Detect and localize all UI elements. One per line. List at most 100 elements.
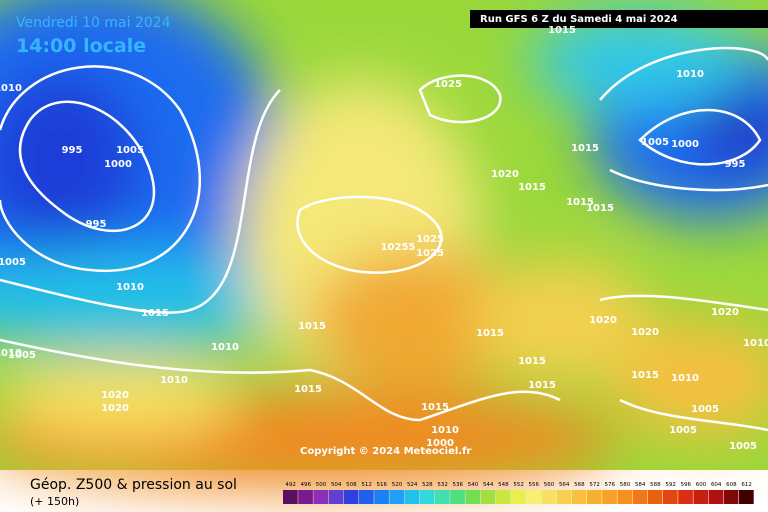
- isobar-label: 1005: [8, 350, 36, 361]
- isobar-label: 1015: [421, 402, 449, 413]
- color-scale-label: 572: [589, 482, 600, 488]
- isobar-label: 995: [86, 219, 107, 230]
- isobar-label: 1020: [101, 390, 129, 401]
- isobar-label: 1015: [631, 370, 659, 381]
- copyright: Copyright © 2024 Meteociel.fr: [300, 446, 471, 457]
- isobar-label: 10255: [381, 242, 416, 253]
- color-swatch: [465, 490, 481, 504]
- isobar-label: 1025: [416, 234, 444, 245]
- color-scale-label: 580: [620, 482, 631, 488]
- isobar-label: 1005: [669, 425, 697, 436]
- isobar-label: 1010: [211, 342, 239, 353]
- color-swatch: [587, 490, 602, 504]
- isobar-label: 1015: [294, 384, 322, 395]
- color-swatch: [495, 490, 511, 504]
- color-swatch: [435, 490, 450, 504]
- isobar-label: 1015: [566, 197, 594, 208]
- valid-date: Vendredi 10 mai 2024: [16, 15, 171, 31]
- isobar-label: 1025: [434, 79, 462, 90]
- isobar-label: 1010: [0, 83, 22, 94]
- color-scale-label: 512: [361, 482, 372, 488]
- color-swatch: [343, 490, 359, 504]
- color-scale-label: 528: [422, 482, 433, 488]
- color-scale-label: 584: [635, 482, 646, 488]
- color-swatch: [723, 490, 739, 504]
- color-scale-label: 552: [513, 482, 524, 488]
- color-swatch: [359, 490, 374, 504]
- color-scale-label: 564: [559, 482, 570, 488]
- isobar-label: 1010: [0, 348, 22, 359]
- color-scale-label: 592: [665, 482, 676, 488]
- color-swatch: [708, 490, 724, 504]
- color-swatch: [298, 490, 313, 504]
- color-swatch: [328, 490, 344, 504]
- color-scale-label: 596: [681, 482, 692, 488]
- isobar-label: 1010: [743, 338, 768, 349]
- color-scale-label: 568: [574, 482, 585, 488]
- color-scale-label: 604: [711, 482, 722, 488]
- color-scale-label: 516: [377, 482, 388, 488]
- isobar-label: 1010: [671, 373, 699, 384]
- color-scale-label: 536: [453, 482, 464, 488]
- color-scale-label: 612: [741, 482, 752, 488]
- isobar-labels: 1010995100510009951005101010151010101010…: [0, 25, 768, 452]
- color-scale-label: 588: [650, 482, 661, 488]
- color-swatch: [480, 490, 496, 504]
- isobar-label: 1020: [101, 403, 129, 414]
- color-scale-label: 504: [331, 482, 342, 488]
- color-scale-label: 492: [285, 482, 296, 488]
- color-swatch: [374, 490, 389, 504]
- color-scale-label: 500: [316, 482, 327, 488]
- forecast-hour: (+ 150h): [30, 495, 79, 508]
- color-swatch: [511, 490, 526, 504]
- color-swatch: [693, 490, 709, 504]
- isobar-label: 1010: [676, 69, 704, 80]
- run-info: Run GFS 6 Z du Samedi 4 mai 2024: [480, 14, 678, 25]
- color-scale-label: 544: [483, 482, 494, 488]
- isobar-label: 1020: [491, 169, 519, 180]
- color-scale-label: 540: [468, 482, 479, 488]
- isobar-label: 1005: [0, 257, 26, 268]
- color-swatch: [389, 490, 405, 504]
- color-swatch: [313, 490, 329, 504]
- color-scale-label: 508: [346, 482, 357, 488]
- color-scale-label: 560: [544, 482, 555, 488]
- color-swatch: [647, 490, 663, 504]
- color-scale-label: 524: [407, 482, 418, 488]
- color-scale-label: 548: [498, 482, 509, 488]
- color-swatch: [617, 490, 633, 504]
- isobar-label: 995: [725, 159, 746, 170]
- color-scale-label: 520: [392, 482, 403, 488]
- valid-time: 14:00 locale: [16, 35, 146, 57]
- isobars: [0, 46, 768, 432]
- isobar-label: 1015: [518, 356, 546, 367]
- isobar-label: 1020: [711, 307, 739, 318]
- color-scale-label: 608: [726, 482, 737, 488]
- color-swatch: [556, 490, 572, 504]
- isobar-label: 1010: [160, 375, 188, 386]
- isobar-label: 1020: [631, 327, 659, 338]
- color-swatch: [739, 490, 754, 504]
- color-scale-label: 576: [605, 482, 616, 488]
- isobar-label: 1000: [671, 139, 699, 150]
- color-swatch: [283, 490, 298, 504]
- color-scale-label: 556: [529, 482, 540, 488]
- isobar-label: 1025: [416, 248, 444, 259]
- isobar-label: 1010: [116, 282, 144, 293]
- isobar-label: 1015: [528, 380, 556, 391]
- color-swatch: [632, 490, 648, 504]
- isobar-label: 995: [62, 145, 83, 156]
- isobar-label: 1015: [571, 143, 599, 154]
- color-scale-label: 600: [696, 482, 707, 488]
- color-scale-label: 496: [301, 482, 312, 488]
- color-swatch: [404, 490, 420, 504]
- isobar-label: 1015: [518, 182, 546, 193]
- isobar-label: 1010: [431, 425, 459, 436]
- isobar-label: 1020: [589, 315, 617, 326]
- field-title: Géop. Z500 & pression au sol: [30, 477, 237, 493]
- color-swatch: [663, 490, 678, 504]
- isobar-label: 1000: [426, 438, 454, 449]
- isobar-label: 1015: [476, 328, 504, 339]
